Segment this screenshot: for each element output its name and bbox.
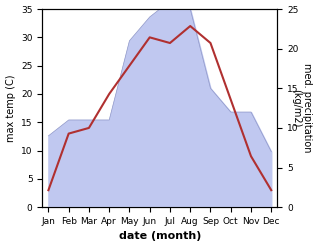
X-axis label: date (month): date (month) (119, 231, 201, 242)
Y-axis label: med. precipitation
(kg/m2): med. precipitation (kg/m2) (291, 63, 313, 153)
Y-axis label: max temp (C): max temp (C) (5, 74, 16, 142)
